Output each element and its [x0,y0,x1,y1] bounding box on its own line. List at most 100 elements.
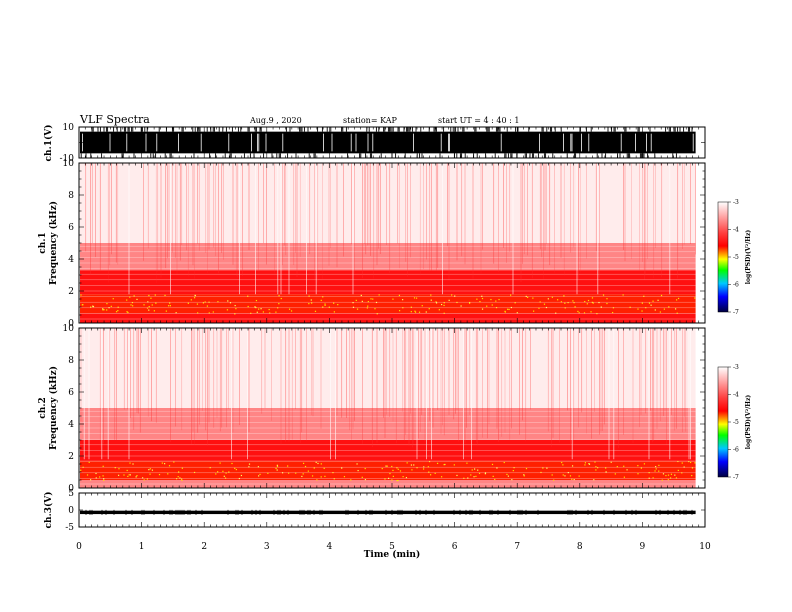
spectrogram-speck [657,299,659,301]
spectrogram-speck [234,304,236,307]
x-tick-label: 4 [327,542,333,552]
spectrogram-speck [315,461,317,463]
spectrogram-speck [316,479,318,481]
spectrogram-speck [694,462,696,464]
spectrogram-speck [494,478,496,481]
spectrogram-band [80,328,696,408]
spectrogram-speck [268,308,270,311]
spectrogram-speck [276,469,278,471]
spectrogram-speck [350,479,352,481]
colorbar-tick-label: -7 [733,309,739,316]
spectrogram-speck [564,475,566,477]
spectrogram-speck [180,478,183,480]
spectrogram-speck [641,310,643,312]
ch1-waveform-frame [78,126,706,159]
spectrogram-speck [468,302,471,304]
spectrogram-speck [542,467,544,469]
spectrogram-speck [512,470,514,472]
ch1-waveform-envelope [80,131,696,154]
spectrogram-speck [384,478,386,480]
spectrogram-speck [492,475,494,477]
spectrogram-speck [675,477,678,479]
spectrogram-speck [527,296,529,298]
spectrogram-speck [668,306,670,308]
frequency-tick-label: 10 [63,324,75,334]
spectrogram-speck [280,297,282,300]
spectrogram-speck [278,295,280,297]
spectrogram-speck [650,304,652,306]
spectrogram-speck [691,467,694,469]
spectrogram-speck [606,302,608,305]
spectrogram-speck [681,462,683,464]
spectrogram-speck [146,478,148,480]
spectrogram-speck [295,472,297,474]
ch3-waveform-envelope [80,510,696,515]
spectrogram-speck [164,463,166,465]
spectrogram-speck [235,308,237,310]
spectrogram-speck [602,294,605,296]
spectrogram-speck [95,472,97,475]
spectrogram-speck [324,303,326,305]
spectrogram-speck [414,311,417,313]
x-tick-label: 1 [139,542,145,552]
spectrogram-speck [571,478,573,480]
spectrogram-speck [129,462,131,464]
spectrogram-speck [569,475,572,477]
frequency-tick-label: 0 [68,484,74,494]
spectrogram-speck [193,297,196,299]
spectrogram-speck [231,462,233,465]
spectrogram-speck [88,461,90,463]
spectrogram-speck [148,469,150,471]
spectrogram-speck [224,477,227,479]
spectrogram-speck [333,311,335,313]
spectrogram-speck [256,311,258,313]
spectrogram-speck [337,304,339,306]
spectrogram-speck [208,312,210,314]
spectrogram-speck [490,298,492,301]
ch2-spectrogram-ylabel-channel: ch.2 [38,397,48,418]
spectrogram-speck [516,312,518,314]
spectrogram-speck [652,300,654,302]
spectrogram-speck [423,466,425,468]
spectrogram-speck [610,461,612,463]
spectrogram-speck [496,467,498,469]
spectrogram-speck [269,312,271,314]
spectrogram-speck [225,472,227,474]
spectrogram-speck [323,467,325,470]
spectrogram-speck [343,476,346,478]
spectrogram-speck [654,470,656,472]
spectrogram-speck [415,297,418,299]
spectrogram-speck [158,474,161,476]
spectrogram-speck [381,467,383,470]
spectrogram-speck [626,469,628,471]
spectrogram-speck [438,309,440,311]
spectrogram-speck [80,469,82,471]
spectrogram-speck [669,477,672,479]
spectrogram-speck [117,310,119,312]
spectrogram-speck [227,300,229,302]
spectrogram-speck [543,303,546,305]
spectrogram-speck [392,298,394,300]
spectrogram-speck [436,462,439,464]
spectrogram-speck [441,476,443,478]
spectrogram-speck [402,299,404,301]
spectrogram-speck [106,302,108,305]
spectrogram-speck [560,301,563,303]
spectrogram-speck [441,303,443,306]
spectrogram-speck [262,311,265,313]
spectrogram-speck [430,474,432,476]
spectrogram-speck [317,462,319,465]
x-tick-label: 6 [452,542,458,552]
spectrogram-speck [629,306,631,308]
spectrogram-speck [275,467,277,470]
spectrogram-speck [165,310,167,312]
spectrogram-speck [410,464,413,466]
spectrogram-speck [399,470,402,472]
spectrogram-speck [123,474,125,476]
spectrogram-speck [386,465,388,467]
spectrogram-speck [86,474,89,476]
spectrogram-speck [215,473,217,475]
spectrogram-band [80,270,696,295]
